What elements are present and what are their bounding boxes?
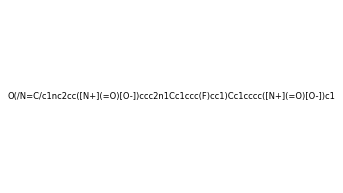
- Text: O(/N=C/c1nc2cc([N+](=O)[O-])ccc2n1Cc1ccc(F)cc1)Cc1cccc([N+](=O)[O-])c1: O(/N=C/c1nc2cc([N+](=O)[O-])ccc2n1Cc1ccc…: [8, 92, 335, 101]
